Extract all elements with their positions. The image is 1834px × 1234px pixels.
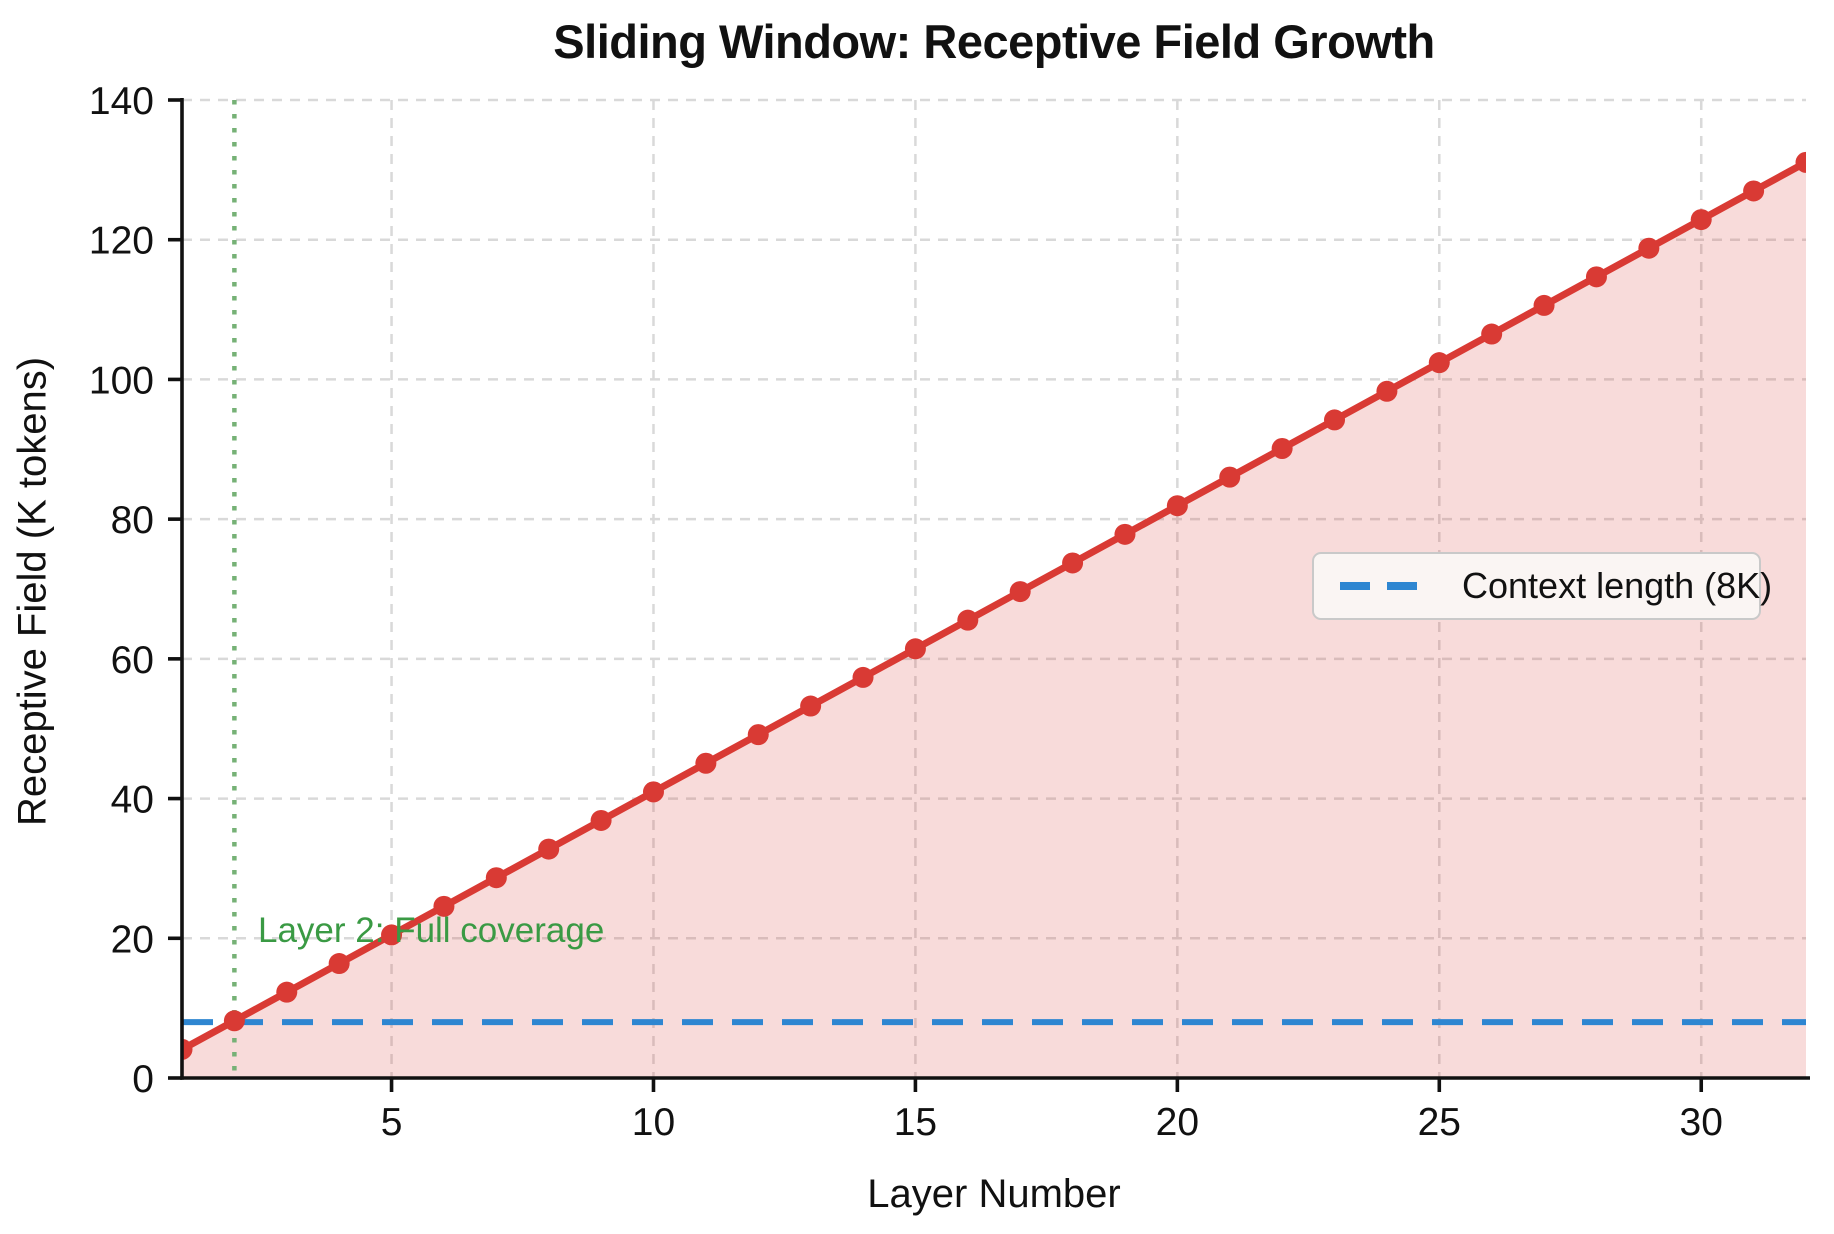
receptive-field-marker <box>276 981 298 1003</box>
receptive-field-marker <box>328 953 350 975</box>
x-tick-label: 15 <box>894 1101 937 1144</box>
receptive-field-marker <box>1219 466 1241 488</box>
annotation-layer2-full-coverage: Layer 2: Full coverage <box>258 911 605 950</box>
receptive-field-marker <box>433 895 455 917</box>
receptive-field-marker <box>1428 352 1450 374</box>
receptive-field-marker <box>1638 237 1660 259</box>
y-tick-label: 100 <box>89 359 154 402</box>
receptive-field-marker <box>1114 523 1136 545</box>
x-tick-label: 10 <box>632 1101 675 1144</box>
x-tick-label: 30 <box>1680 1101 1723 1144</box>
receptive-field-marker <box>1743 180 1765 202</box>
receptive-field-marker <box>485 867 507 889</box>
y-tick-label: 20 <box>111 918 154 961</box>
legend-dash-icon <box>1340 582 1432 590</box>
receptive-field-marker <box>381 924 403 946</box>
receptive-field-marker <box>800 695 822 717</box>
x-tick-label: 25 <box>1418 1101 1461 1144</box>
receptive-field-marker <box>538 838 560 860</box>
receptive-field-marker <box>1795 151 1806 173</box>
receptive-field-marker <box>957 609 979 631</box>
receptive-field-marker <box>904 638 926 660</box>
y-tick-label: 40 <box>111 779 154 822</box>
y-tick-label: 80 <box>111 499 154 542</box>
receptive-field-marker <box>1533 294 1555 316</box>
receptive-field-marker <box>1376 380 1398 402</box>
x-tick-label: 5 <box>381 1101 403 1144</box>
receptive-field-marker <box>642 781 664 803</box>
receptive-field-marker <box>1481 323 1503 345</box>
receptive-field-marker <box>852 666 874 688</box>
y-axis-label: Receptive Field (K tokens) <box>10 356 55 827</box>
receptive-field-marker <box>747 724 769 746</box>
receptive-field-marker <box>695 752 717 774</box>
marker-group <box>182 151 1806 1060</box>
x-axis-label: Layer Number <box>867 1172 1121 1216</box>
receptive-field-marker <box>1324 409 1346 431</box>
area-fill <box>182 162 1806 1078</box>
y-tick-label: 0 <box>132 1058 154 1101</box>
receptive-field-marker <box>223 1010 245 1032</box>
receptive-field-marker <box>1271 438 1293 460</box>
y-tick-label: 60 <box>111 639 154 682</box>
receptive-field-marker <box>590 809 612 831</box>
receptive-field-marker <box>182 1038 193 1060</box>
x-tick-label: 20 <box>1156 1101 1199 1144</box>
receptive-field-marker <box>1585 266 1607 288</box>
chart-title: Sliding Window: Receptive Field Growth <box>553 15 1435 68</box>
legend-label: Context length (8K) <box>1462 565 1773 606</box>
legend: Context length (8K) <box>1312 552 1772 620</box>
y-tick-label: 120 <box>89 220 154 263</box>
receptive-field-marker <box>1009 581 1031 603</box>
receptive-field-marker <box>1690 209 1712 231</box>
receptive-field-marker <box>1166 495 1188 517</box>
y-tick-label: 140 <box>89 80 154 123</box>
receptive-field-marker <box>1062 552 1084 574</box>
